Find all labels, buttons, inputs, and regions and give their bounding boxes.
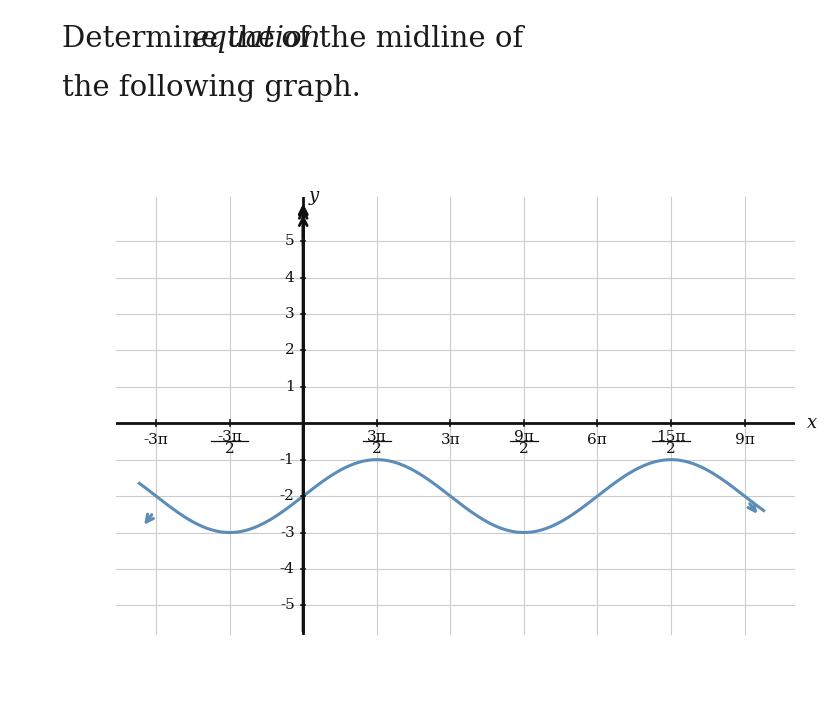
Text: 6π: 6π [587,434,607,448]
Text: of the midline of: of the midline of [272,25,523,53]
Text: 2: 2 [284,343,294,357]
Text: -3π: -3π [144,434,169,448]
Text: x: x [806,415,816,432]
Text: 2: 2 [519,442,528,456]
Text: 4: 4 [284,271,294,285]
Text: 5: 5 [284,234,294,248]
Text: 2: 2 [371,442,381,456]
Text: 9π: 9π [734,434,753,448]
Text: -4: -4 [280,562,294,576]
Text: -2: -2 [280,489,294,503]
Text: -1: -1 [280,453,294,467]
Text: Determine the: Determine the [62,25,284,53]
Text: 3: 3 [284,307,294,321]
Text: 3π: 3π [440,434,460,448]
Text: 3π: 3π [366,430,386,443]
Text: 15π: 15π [656,430,685,443]
Text: 9π: 9π [514,430,533,443]
Text: -3π: -3π [217,430,241,443]
Text: equation: equation [191,25,320,53]
Text: 2: 2 [665,442,675,456]
Text: y: y [308,187,318,204]
Text: 2: 2 [224,442,234,456]
Text: the following graph.: the following graph. [62,74,361,102]
Text: -5: -5 [280,599,294,613]
Text: 1: 1 [284,380,294,394]
Text: -3: -3 [280,525,294,539]
